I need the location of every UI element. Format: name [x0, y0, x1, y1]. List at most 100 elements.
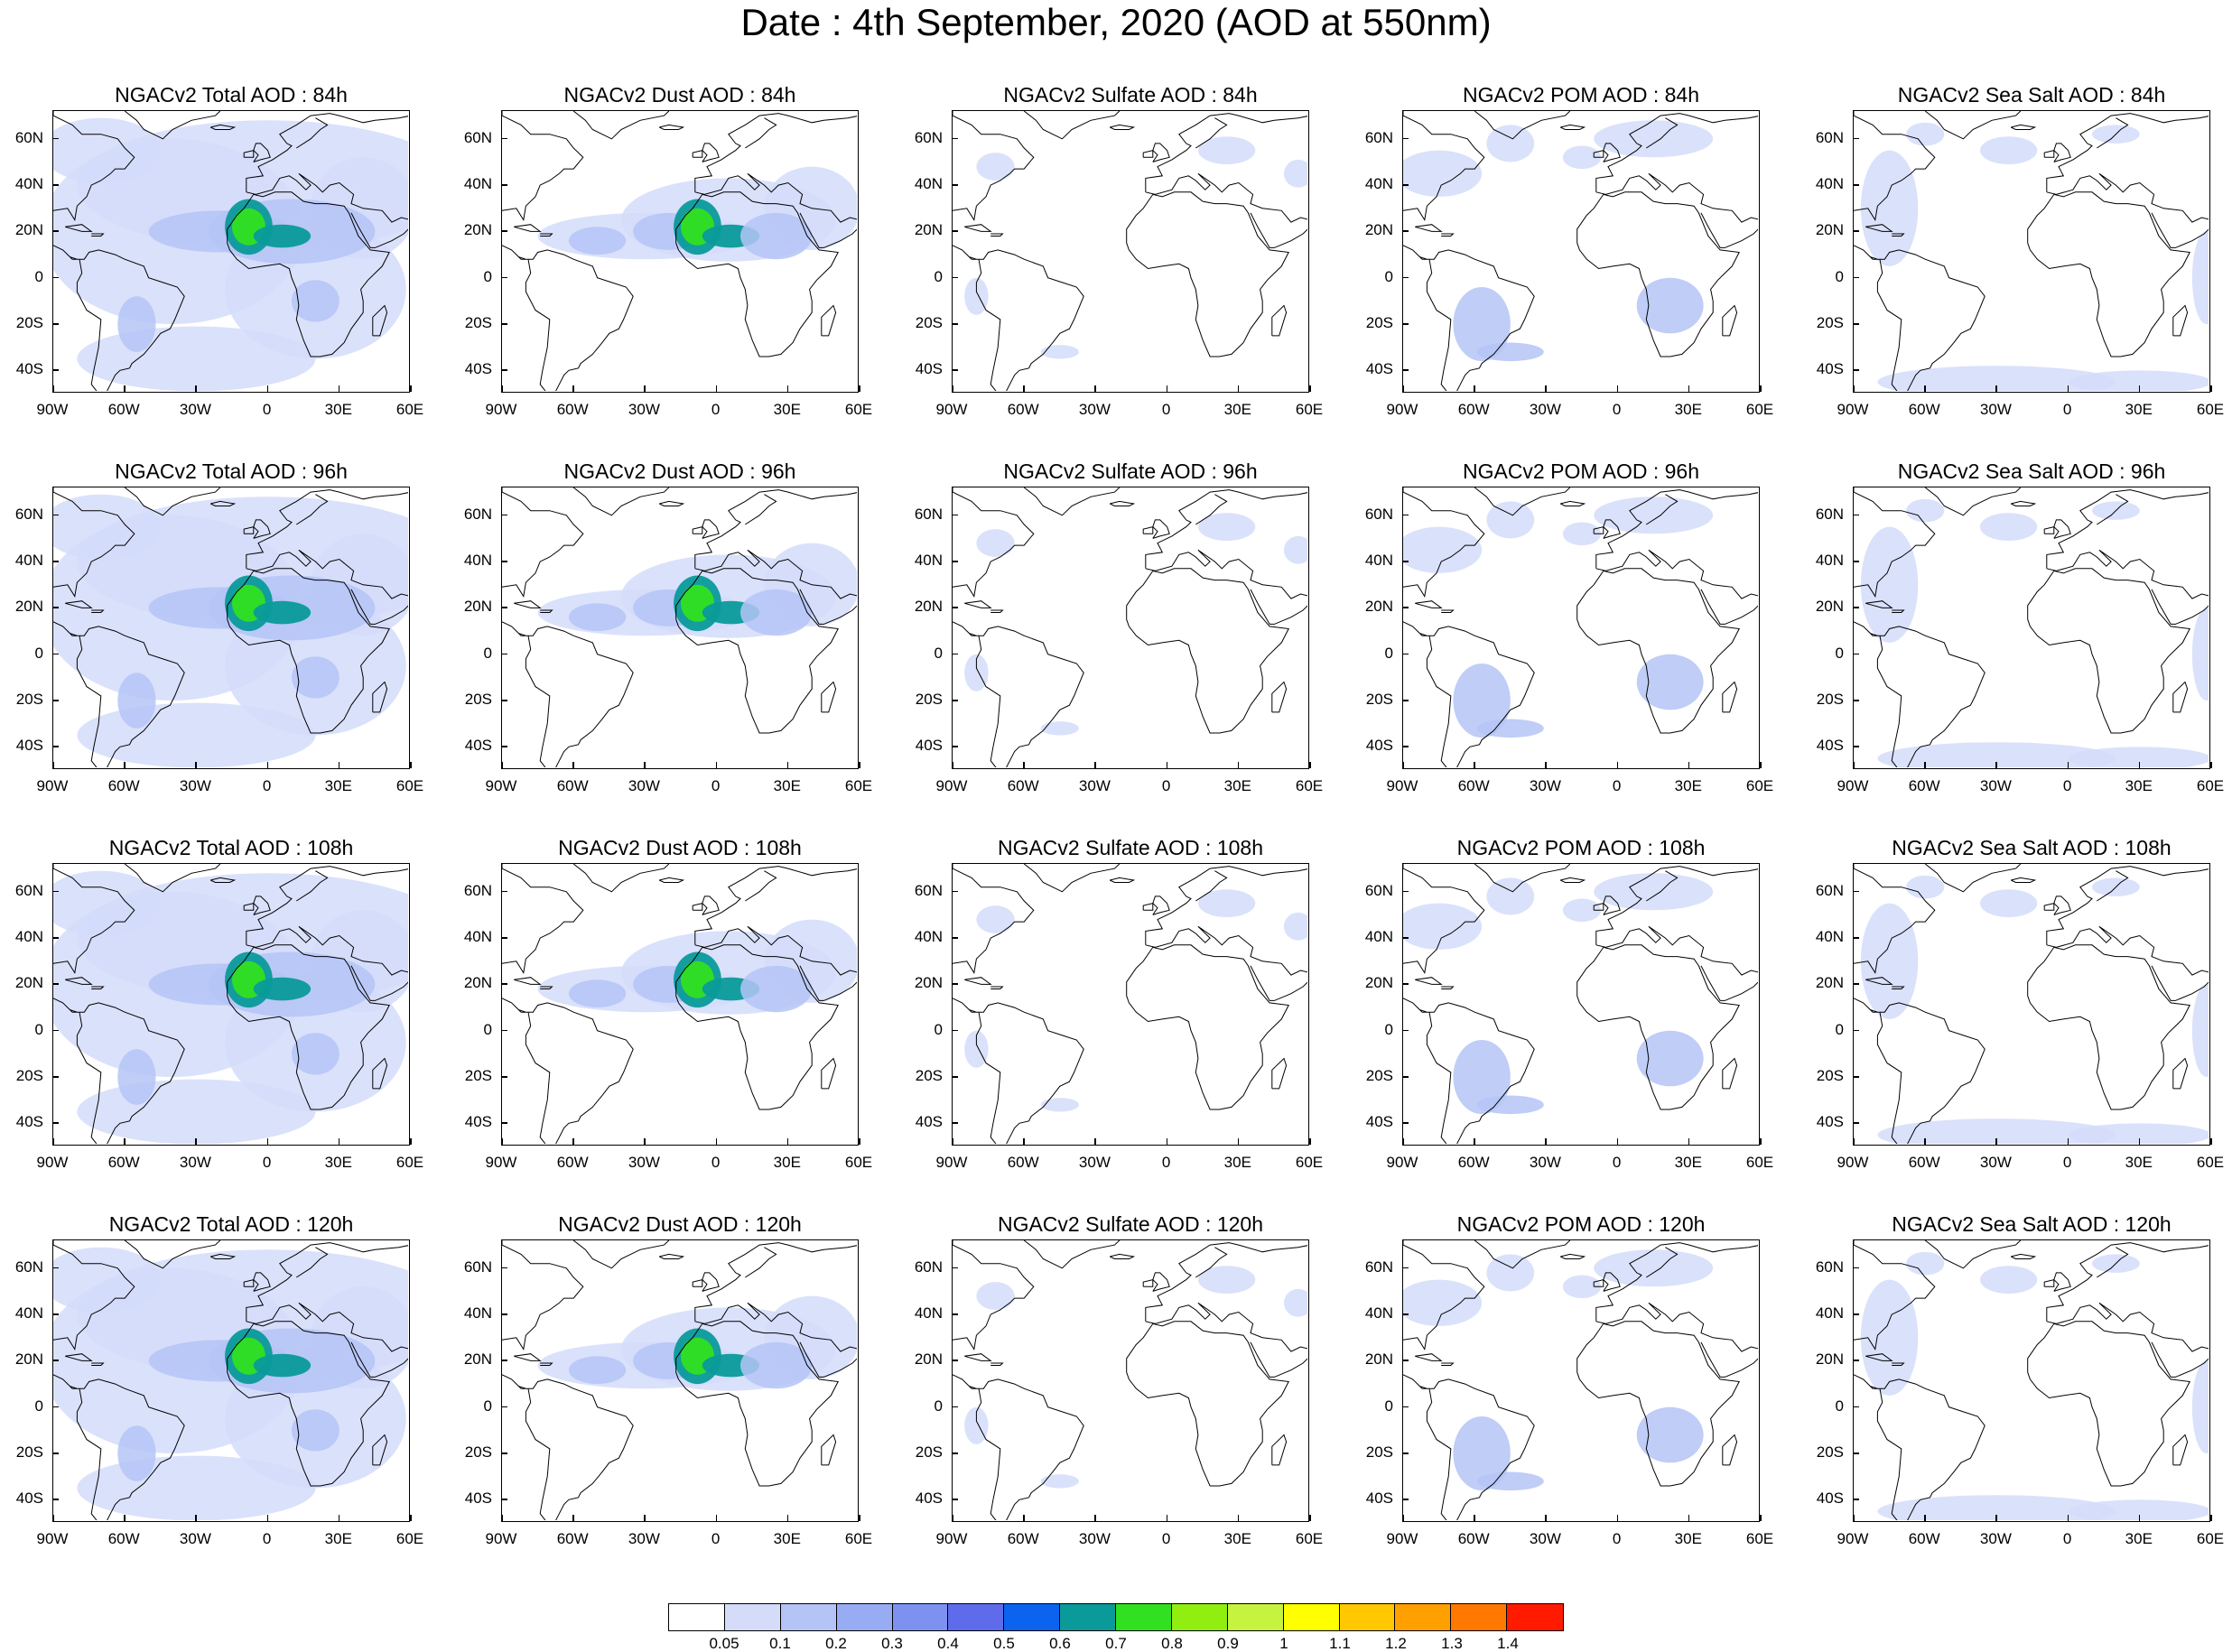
latitude-tick	[952, 700, 958, 701]
latitude-tick	[501, 1360, 507, 1361]
coastline	[1559, 1253, 1586, 1259]
longitude-tick	[1924, 762, 1926, 768]
latitude-label: 20N	[914, 974, 943, 992]
longitude-tick	[1688, 1138, 1690, 1145]
latitude-label: 20S	[1816, 314, 1844, 332]
latitude-tick	[1853, 890, 1859, 893]
coastline	[1126, 191, 1289, 357]
coastline	[1195, 494, 1228, 525]
coastline	[799, 589, 857, 625]
longitude-label: 30E	[1223, 1530, 1251, 1547]
latitude-tick	[1402, 1029, 1409, 1032]
latitude-label: 20N	[463, 974, 492, 992]
coastline	[502, 245, 634, 391]
coastline	[1924, 111, 2022, 140]
longitude-tick	[1995, 762, 1997, 768]
latitude-label: 20S	[1365, 691, 1393, 709]
coastline	[124, 864, 221, 893]
latitude-label: 60N	[1815, 881, 1844, 899]
aod-map	[1853, 487, 2210, 769]
latitude-label: 20S	[915, 314, 943, 332]
coastline	[675, 944, 839, 1110]
latitude-tick	[1402, 607, 1409, 608]
aod-plume	[2068, 1123, 2209, 1144]
longitude-tick	[1616, 1138, 1619, 1145]
coastline	[1403, 1374, 1535, 1520]
longitude-tick	[1853, 762, 1855, 768]
latitude-tick	[952, 746, 958, 747]
longitude-tick	[859, 385, 860, 392]
latitude-tick	[501, 1076, 507, 1078]
coastline	[2010, 124, 2037, 130]
coastline	[2097, 870, 2129, 902]
latitude-label: 0	[34, 1397, 43, 1415]
coastline	[821, 1434, 837, 1466]
longitude-label: 0	[2062, 1154, 2072, 1171]
longitude-tick	[2067, 385, 2069, 392]
latitude-tick	[952, 890, 958, 893]
coastline	[953, 111, 1035, 237]
coastline	[1595, 1242, 1758, 1322]
aod-plume	[976, 905, 1015, 933]
latitude-tick	[952, 1360, 958, 1361]
aod-plume	[1860, 150, 1919, 266]
map-canvas	[1403, 864, 1758, 1144]
colorbar-label: 1.1	[1329, 1635, 1351, 1652]
latitude-label: 40N	[914, 928, 943, 946]
coastline	[502, 621, 634, 767]
longitude-tick	[1094, 385, 1096, 392]
coastline	[1603, 143, 1621, 162]
longitude-tick	[644, 1138, 646, 1145]
latitude-tick	[952, 1029, 958, 1032]
longitude-tick	[2210, 762, 2212, 768]
aod-plume	[1403, 903, 1483, 950]
latitude-label: 60N	[1815, 505, 1844, 523]
aod-map	[501, 487, 859, 769]
coastline	[821, 681, 837, 713]
longitude-label: 30E	[1674, 1530, 1702, 1547]
map-panel: NGACv2 Sea Salt AOD : 84h 60N 40N 20N 0 20S 40…	[1800, 79, 2224, 450]
colorbar-label: 1.2	[1385, 1635, 1407, 1652]
map-panel: NGACv2 Dust AOD : 96h 60N 40N 20N 0 20S 40S 90W…	[449, 456, 872, 826]
coastline	[1722, 1057, 1738, 1090]
coastline	[572, 864, 670, 893]
longitude-tick	[1474, 1515, 1475, 1521]
longitude-tick	[1474, 762, 1475, 768]
map-canvas	[1854, 487, 2209, 767]
aod-plume	[1040, 721, 1079, 736]
coastline	[350, 965, 408, 1001]
latitude-tick	[52, 1499, 59, 1500]
aod-map	[52, 110, 410, 393]
aod-plume	[1906, 875, 1945, 899]
coastline	[209, 124, 237, 130]
longitude-label: 90W	[36, 777, 69, 794]
longitude-tick	[1924, 1138, 1926, 1145]
latitude-label: 0	[34, 644, 43, 662]
aod-plume	[1562, 1275, 1602, 1299]
map-canvas	[1403, 487, 1758, 767]
latitude-label: 60N	[1815, 128, 1844, 146]
coastline	[1109, 1253, 1136, 1259]
latitude-label: 0	[934, 644, 943, 662]
coastline	[1109, 500, 1136, 506]
coastline	[1603, 896, 1621, 915]
aod-plume	[1040, 1098, 1079, 1112]
colorbar-label: 0.1	[769, 1635, 791, 1652]
aod-plume	[1197, 136, 1256, 165]
coastline	[1023, 487, 1121, 516]
aod-plume	[1486, 877, 1535, 915]
longitude-tick	[1402, 1515, 1404, 1521]
longitude-label: 30E	[2125, 1530, 2153, 1547]
aod-plume	[1403, 526, 1483, 573]
coastline	[2046, 866, 2209, 945]
longitude-label: 90W	[36, 1154, 69, 1171]
latitude-label: 60N	[914, 505, 943, 523]
latitude-tick	[952, 653, 958, 655]
longitude-tick	[124, 385, 126, 392]
longitude-tick	[1616, 385, 1619, 392]
coastline	[1250, 965, 1307, 1001]
aod-plume	[964, 1406, 989, 1444]
coastline	[1595, 172, 1758, 223]
latitude-tick	[1402, 323, 1409, 325]
longitude-label: 0	[262, 777, 272, 794]
